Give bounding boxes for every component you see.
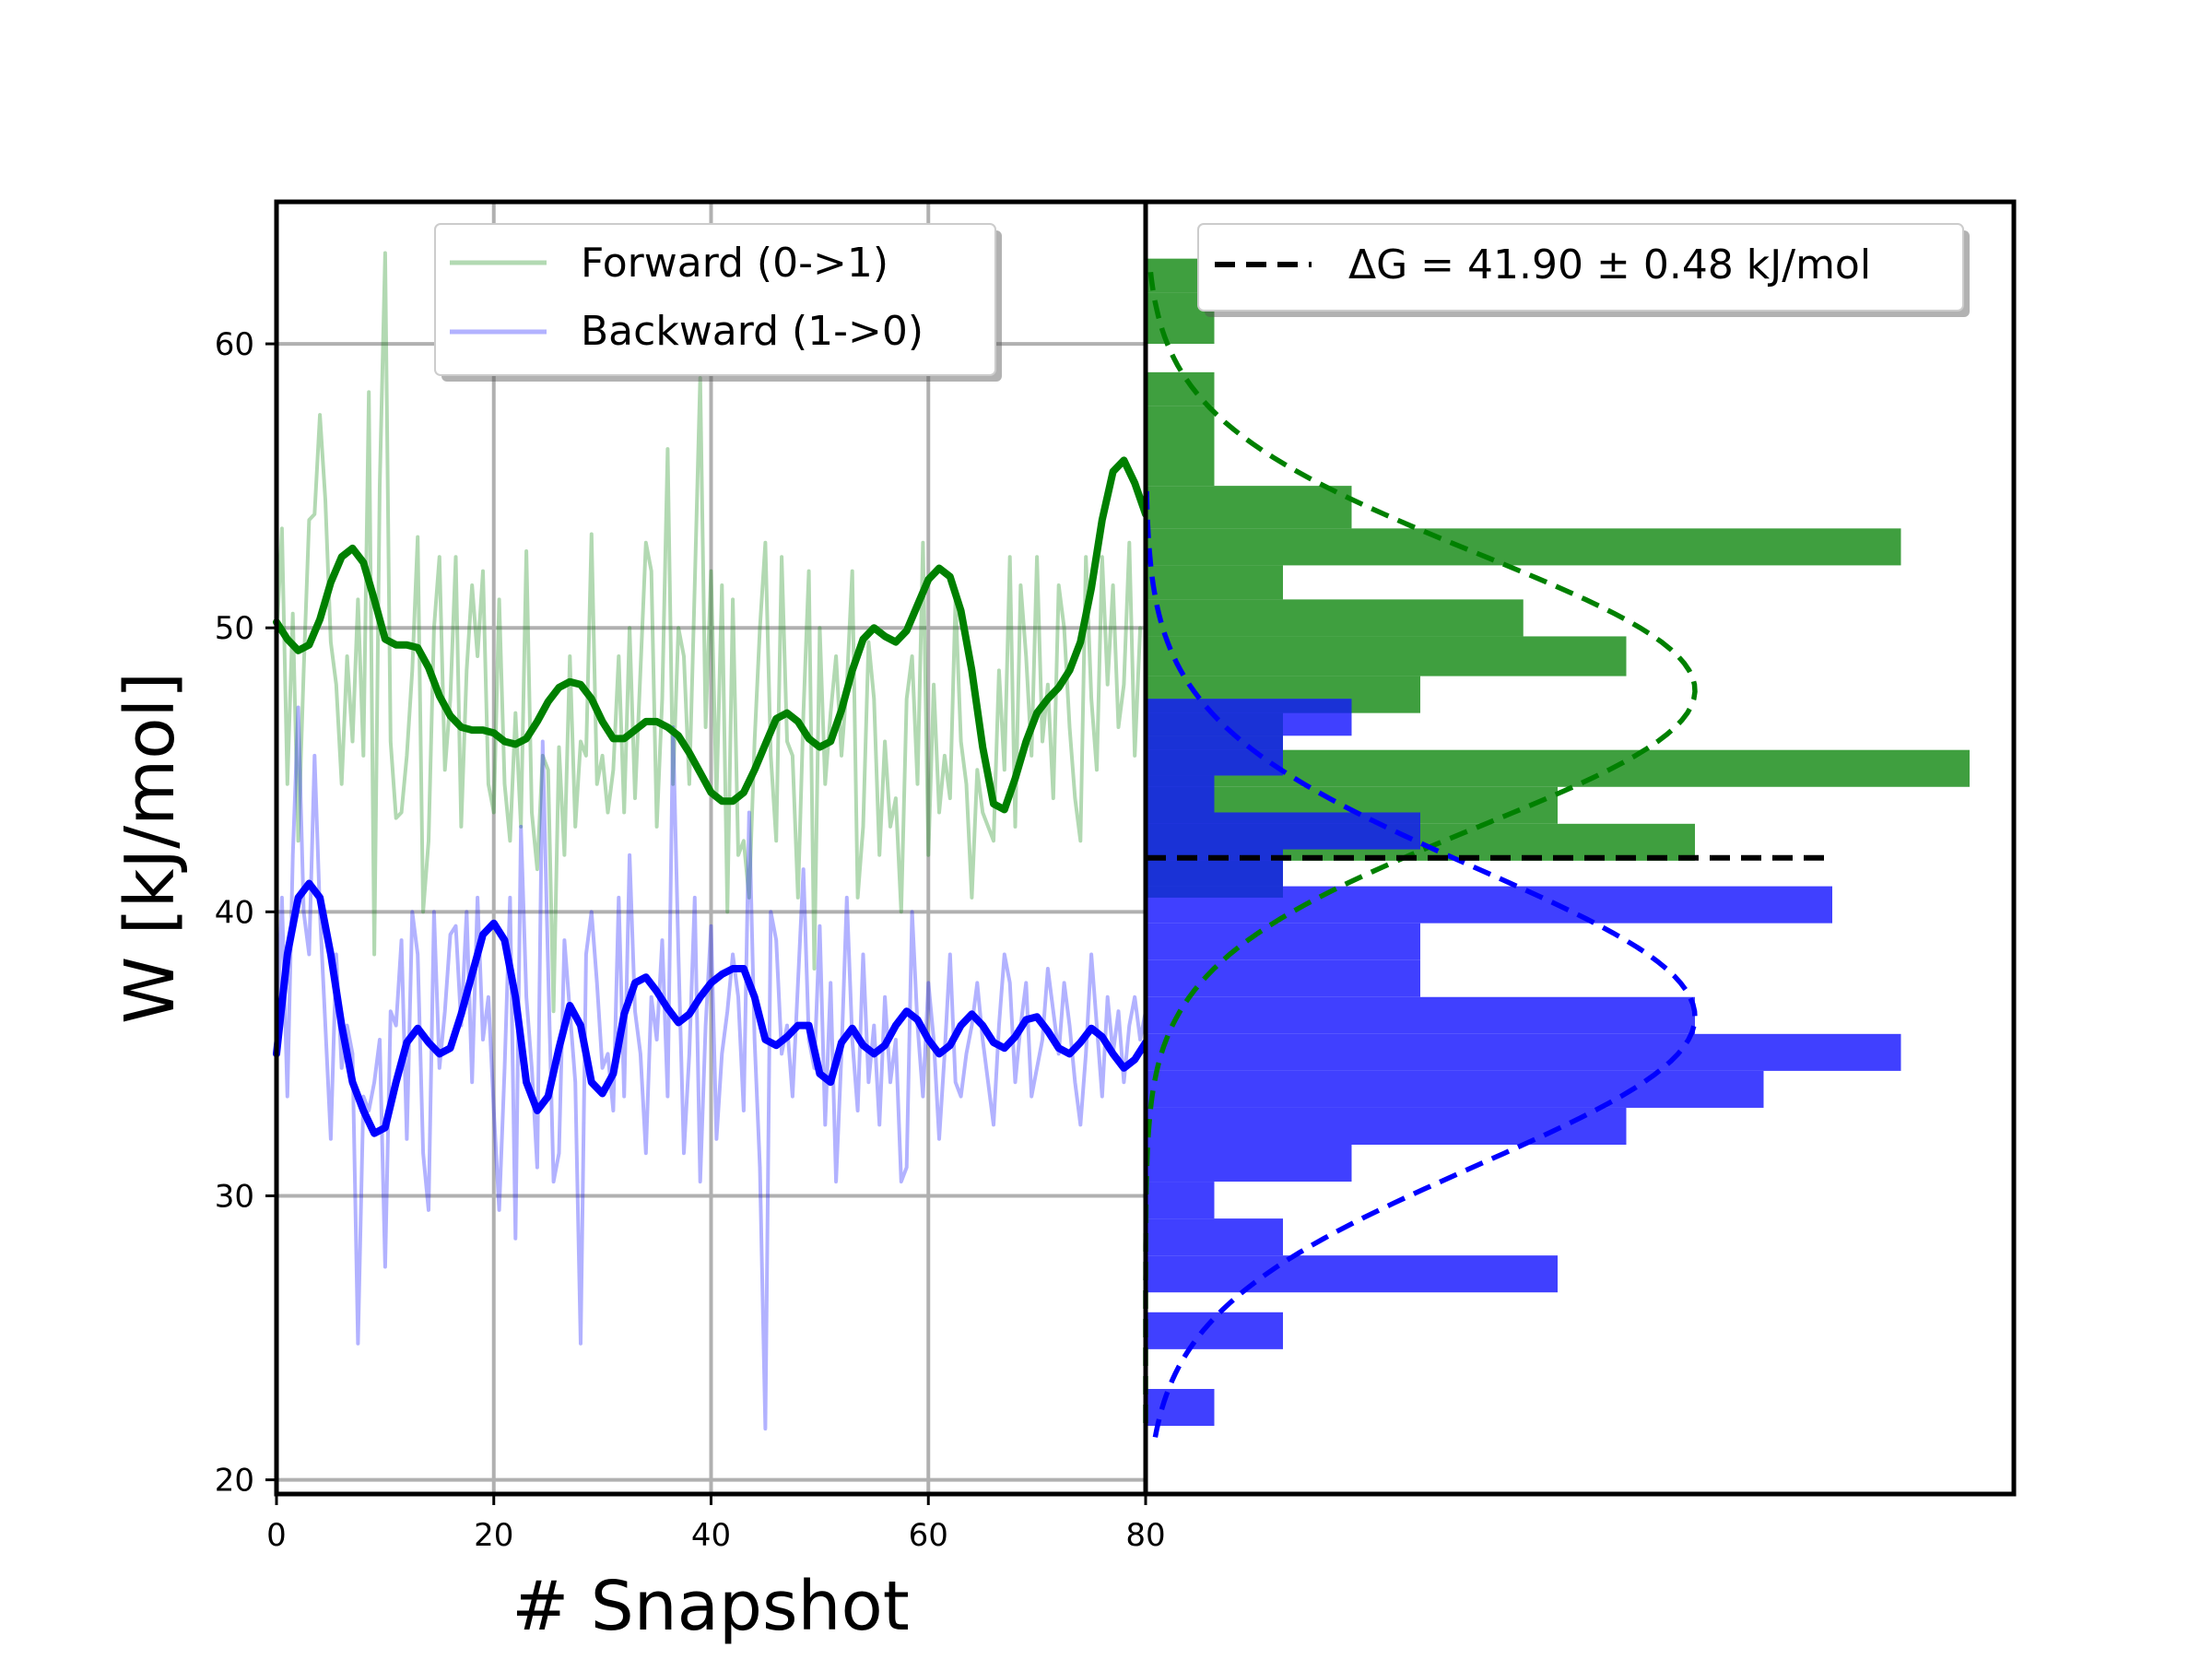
legend-forward-label: Forward (0->1) (581, 240, 888, 287)
backward-histogram-bar (1146, 1312, 1283, 1349)
legend-right: ΔG = 41.90 ± 0.48 kJ/mol (1197, 223, 1970, 317)
y-tick-label: 60 (215, 326, 254, 363)
backward-histogram-bar (1146, 1255, 1558, 1293)
y-tick-label: 50 (215, 610, 254, 647)
forward-smoothed-line (273, 456, 1149, 814)
legend-delta-g-label: ΔG = 41.90 ± 0.48 kJ/mol (1348, 241, 1871, 288)
forward-histogram-bar (1146, 636, 1627, 677)
forward-histogram-bar (1146, 528, 1901, 566)
forward-histogram-bar (1146, 565, 1283, 600)
x-tick-label: 80 (1125, 1517, 1165, 1554)
backward-histogram-bar (1146, 1070, 1764, 1108)
forward-raw-line (275, 251, 1143, 1014)
overlap-histogram-bar (1146, 823, 1420, 850)
overlap-histogram-bar (1146, 786, 1215, 813)
x-tick-label: 40 (691, 1517, 731, 1554)
y-tick-label: 20 (215, 1463, 254, 1500)
backward-histogram-bar (1146, 1182, 1215, 1219)
backward-raw-line (275, 705, 1147, 1431)
overlap-histogram-bar (1146, 860, 1283, 887)
backward-histogram-bar (1146, 1388, 1215, 1427)
forward-histogram-bar (1146, 371, 1215, 406)
overlap-histogram-bar (1146, 749, 1283, 776)
legend-backward-label: Backward (1->0) (581, 308, 924, 355)
left-lines (273, 251, 1149, 1431)
x-tick-label: 20 (474, 1517, 513, 1554)
backward-histogram-bar (1146, 996, 1695, 1034)
x-axis-title: # Snapshot (512, 1567, 909, 1646)
overlap-histogram-bar (1146, 699, 1352, 713)
backward-histogram-bar (1146, 1218, 1283, 1256)
overlap-histogram-bar (1146, 812, 1420, 824)
x-tick-label: 60 (909, 1517, 948, 1554)
legend-left: Forward (0->1) Backward (1->0) (434, 223, 1002, 382)
legend-left-box (434, 223, 996, 376)
backward-gaussian-fit (1144, 486, 1698, 1438)
overlap-histogram-bar (1146, 886, 1283, 898)
forward-histogram-bar (1146, 486, 1352, 529)
overlap-histogram-bar (1146, 775, 1215, 787)
backward-histogram-bar (1146, 1033, 1901, 1071)
forward-gaussian-fit (1143, 265, 1698, 1423)
overlap-histogram-bar (1146, 735, 1283, 750)
y-tick-label: 30 (215, 1178, 254, 1215)
right-panel-histograms (1143, 199, 2017, 1497)
backward-smoothed-line (273, 879, 1149, 1137)
forward-histogram-bar (1146, 406, 1215, 487)
y-axis-title: W [kJ/mol] (111, 672, 190, 1024)
forward-histogram-bar (1146, 599, 1524, 637)
backward-histogram-bar (1146, 1144, 1352, 1182)
backward-histogram-bar (1146, 923, 1420, 960)
backward-histogram-bar (1146, 959, 1420, 997)
left-ticks: 20 30 40 50 60 0 20 40 60 80 (215, 326, 1166, 1554)
right-bars (1146, 258, 1970, 1427)
y-tick-label: 40 (215, 894, 254, 931)
legend-right-box (1197, 223, 1964, 312)
backward-histogram-bar (1146, 1107, 1627, 1145)
x-tick-label: 0 (266, 1517, 287, 1554)
right-axes-frame (1143, 199, 2017, 1497)
right-fits (1143, 265, 1832, 1438)
